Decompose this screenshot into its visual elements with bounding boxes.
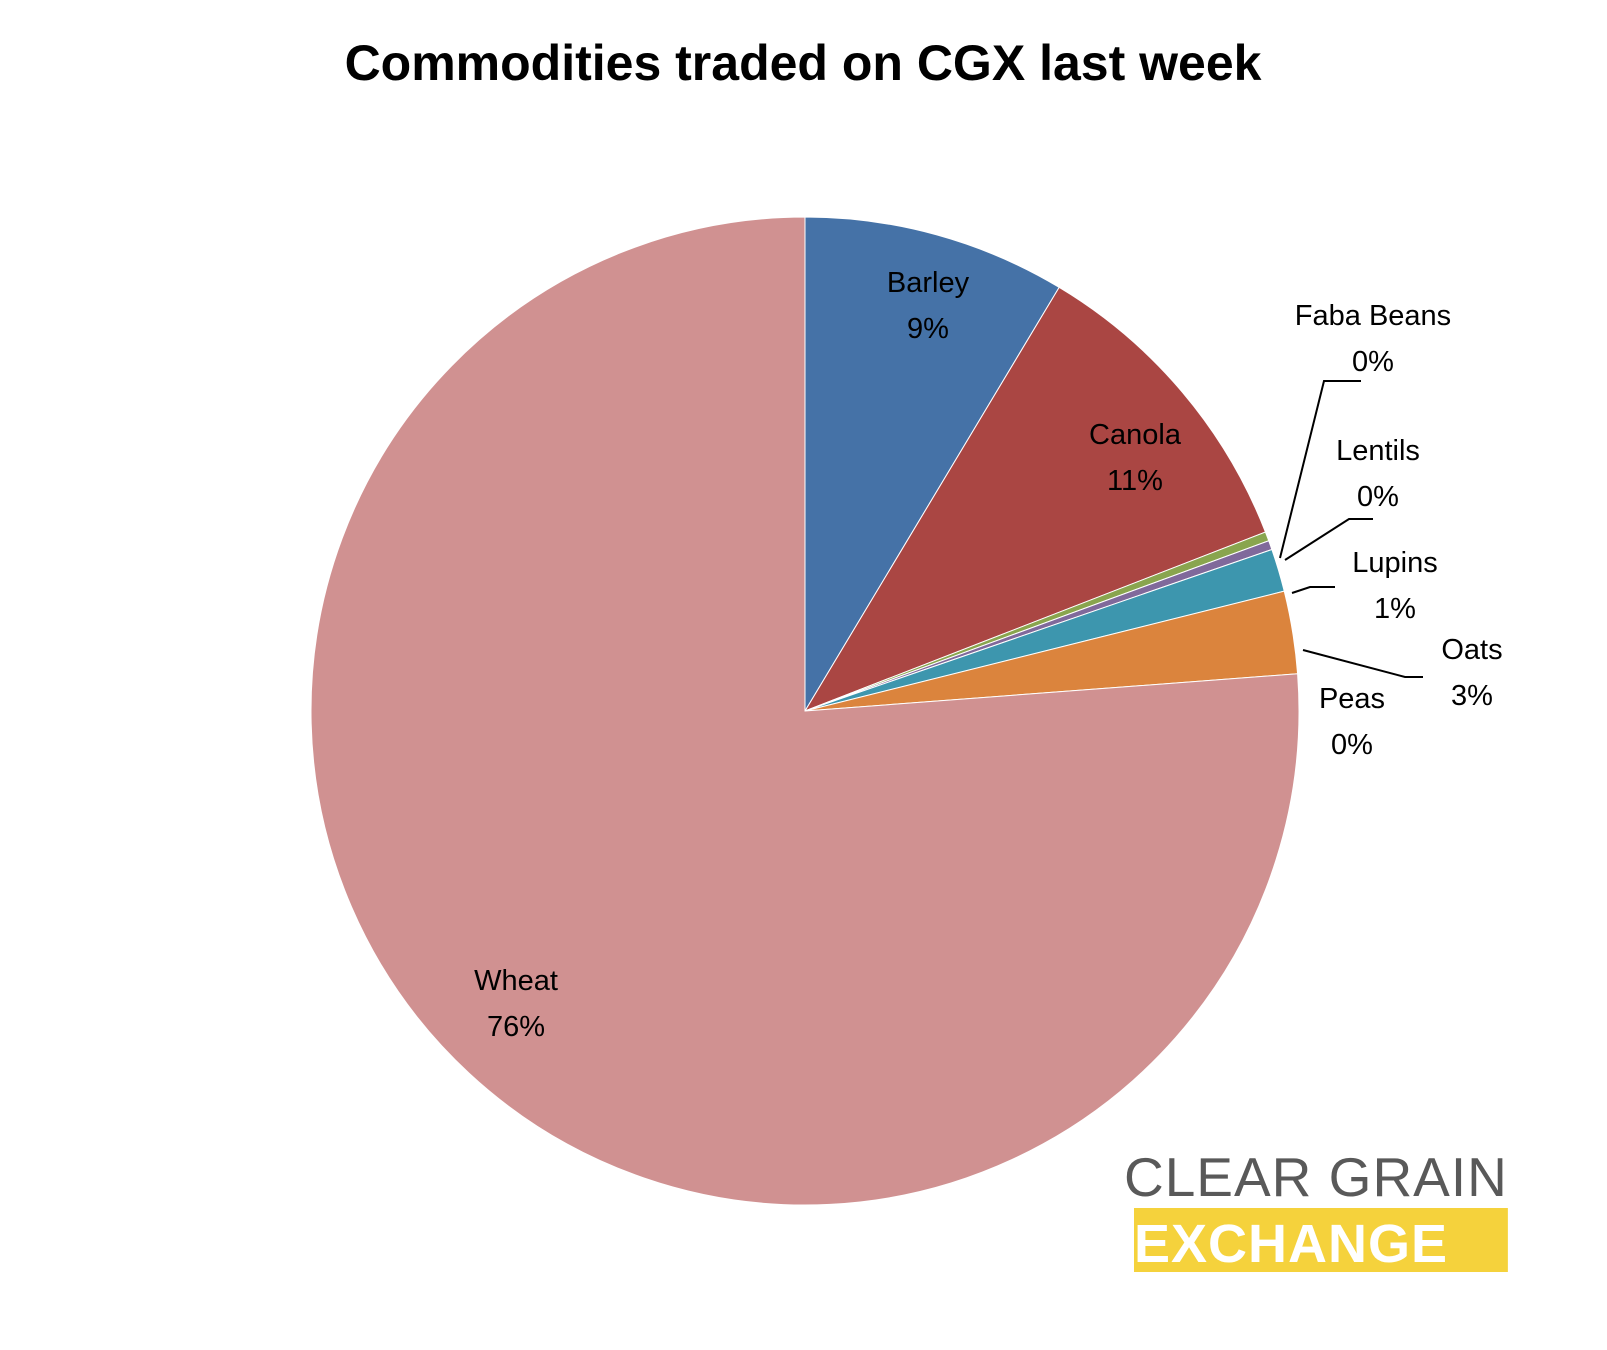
slice-labels: Barley 9% Canola 11% Faba Beans 0% Lentils 0% Lu…: [474, 267, 1503, 1043]
chart-title: Commodities traded on CGX last week: [345, 35, 1262, 91]
leader-line-oats: [1302, 649, 1423, 678]
slice-label-faba-beans: Faba Beans 0%: [1295, 300, 1451, 378]
slice-label-barley: Barley 9%: [887, 267, 970, 345]
leader-line-lupins: [1291, 586, 1335, 594]
logo-band: [1134, 1208, 1508, 1272]
pie-slice-barley: [804, 216, 1060, 713]
pie-slice-canola: [803, 286, 1267, 712]
clear-grain-exchange-logo: CLEAR GRAIN EXCHANGE: [1124, 1146, 1508, 1274]
slice-label-wheat: Wheat 76%: [474, 965, 558, 1043]
slice-label-lentils: Lentils 0%: [1336, 435, 1420, 513]
logo-line2: EXCHANGE: [1134, 1214, 1448, 1274]
slice-label-lupins: Lupins 1%: [1352, 547, 1437, 625]
logo-line1: CLEAR GRAIN: [1124, 1146, 1508, 1208]
slice-label-peas: Peas 0%: [1319, 683, 1385, 761]
slice-label-oats: Oats 3%: [1441, 634, 1502, 712]
leader-lines: [1279, 380, 1423, 678]
leader-line-lentils: [1284, 518, 1373, 561]
pie-slices: [310, 216, 1300, 1206]
leader-line-faba-beans: [1279, 380, 1361, 559]
slice-label-canola: Canola 11%: [1089, 419, 1182, 497]
pie-slice-wheat: [310, 216, 1300, 1206]
